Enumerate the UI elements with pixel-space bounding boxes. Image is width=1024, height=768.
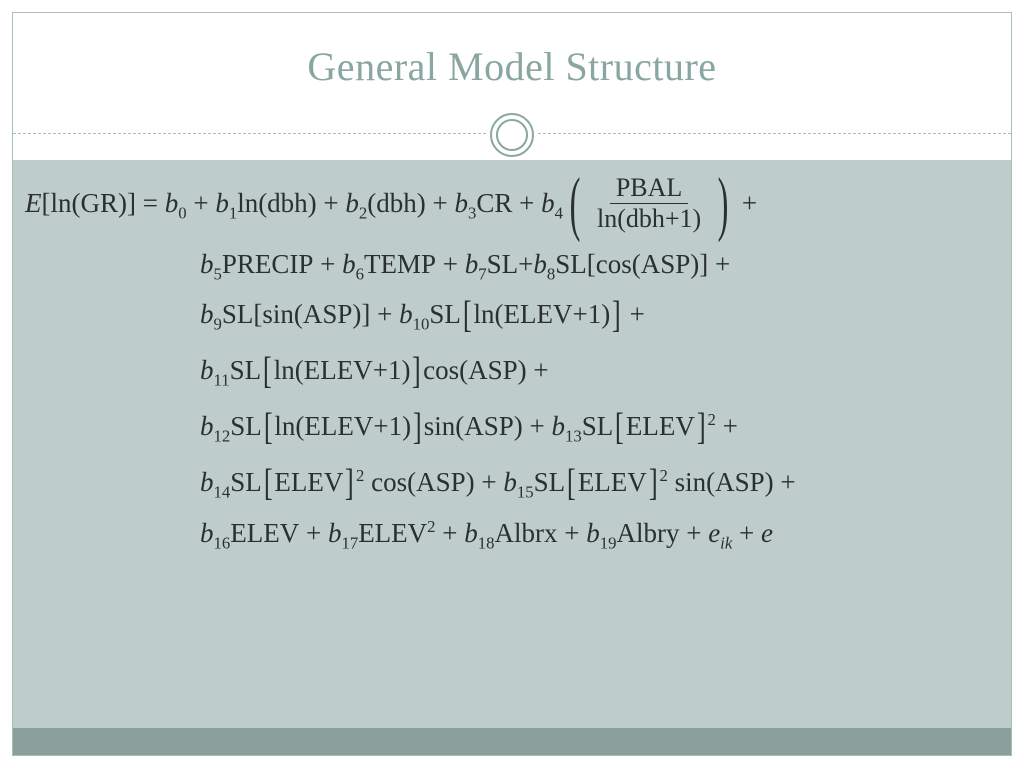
equation-block: E[ln(GR)] = b0 + b1ln(dbh) + b2(dbh) + b… xyxy=(25,175,999,565)
equation-line-3: b9SL[sin(ASP)] + b10SL[ln(ELEV+1)] + xyxy=(25,296,999,334)
equation-line-1: E[ln(GR)] = b0 + b1ln(dbh) + b2(dbh) + b… xyxy=(25,175,999,233)
equation-line-2: b5PRECIP + b6TEMP + b7SL+b8SL[cos(ASP)] … xyxy=(25,251,999,278)
frac-num: PBAL xyxy=(610,175,688,204)
equation-line-4: b11SL[ln(ELEV+1)]cos(ASP) + xyxy=(25,352,999,390)
equation-line-7: b16ELEV + b17ELEV2 + b18Albrx + b19Albry… xyxy=(25,520,999,547)
frac-den: ln(dbh+1) xyxy=(591,204,707,232)
footer-bar xyxy=(13,728,1011,755)
circle-ornament xyxy=(487,110,537,160)
slide: General Model Structure E[ln(GR)] = b0 +… xyxy=(0,0,1024,768)
slide-title: General Model Structure xyxy=(13,13,1011,90)
equation-line-6: b14SL[ELEV]2 cos(ASP) + b15SL[ELEV]2 sin… xyxy=(25,464,999,502)
equation-line-5: b12SL[ln(ELEV+1)]sin(ASP) + b13SL[ELEV]2… xyxy=(25,408,999,446)
